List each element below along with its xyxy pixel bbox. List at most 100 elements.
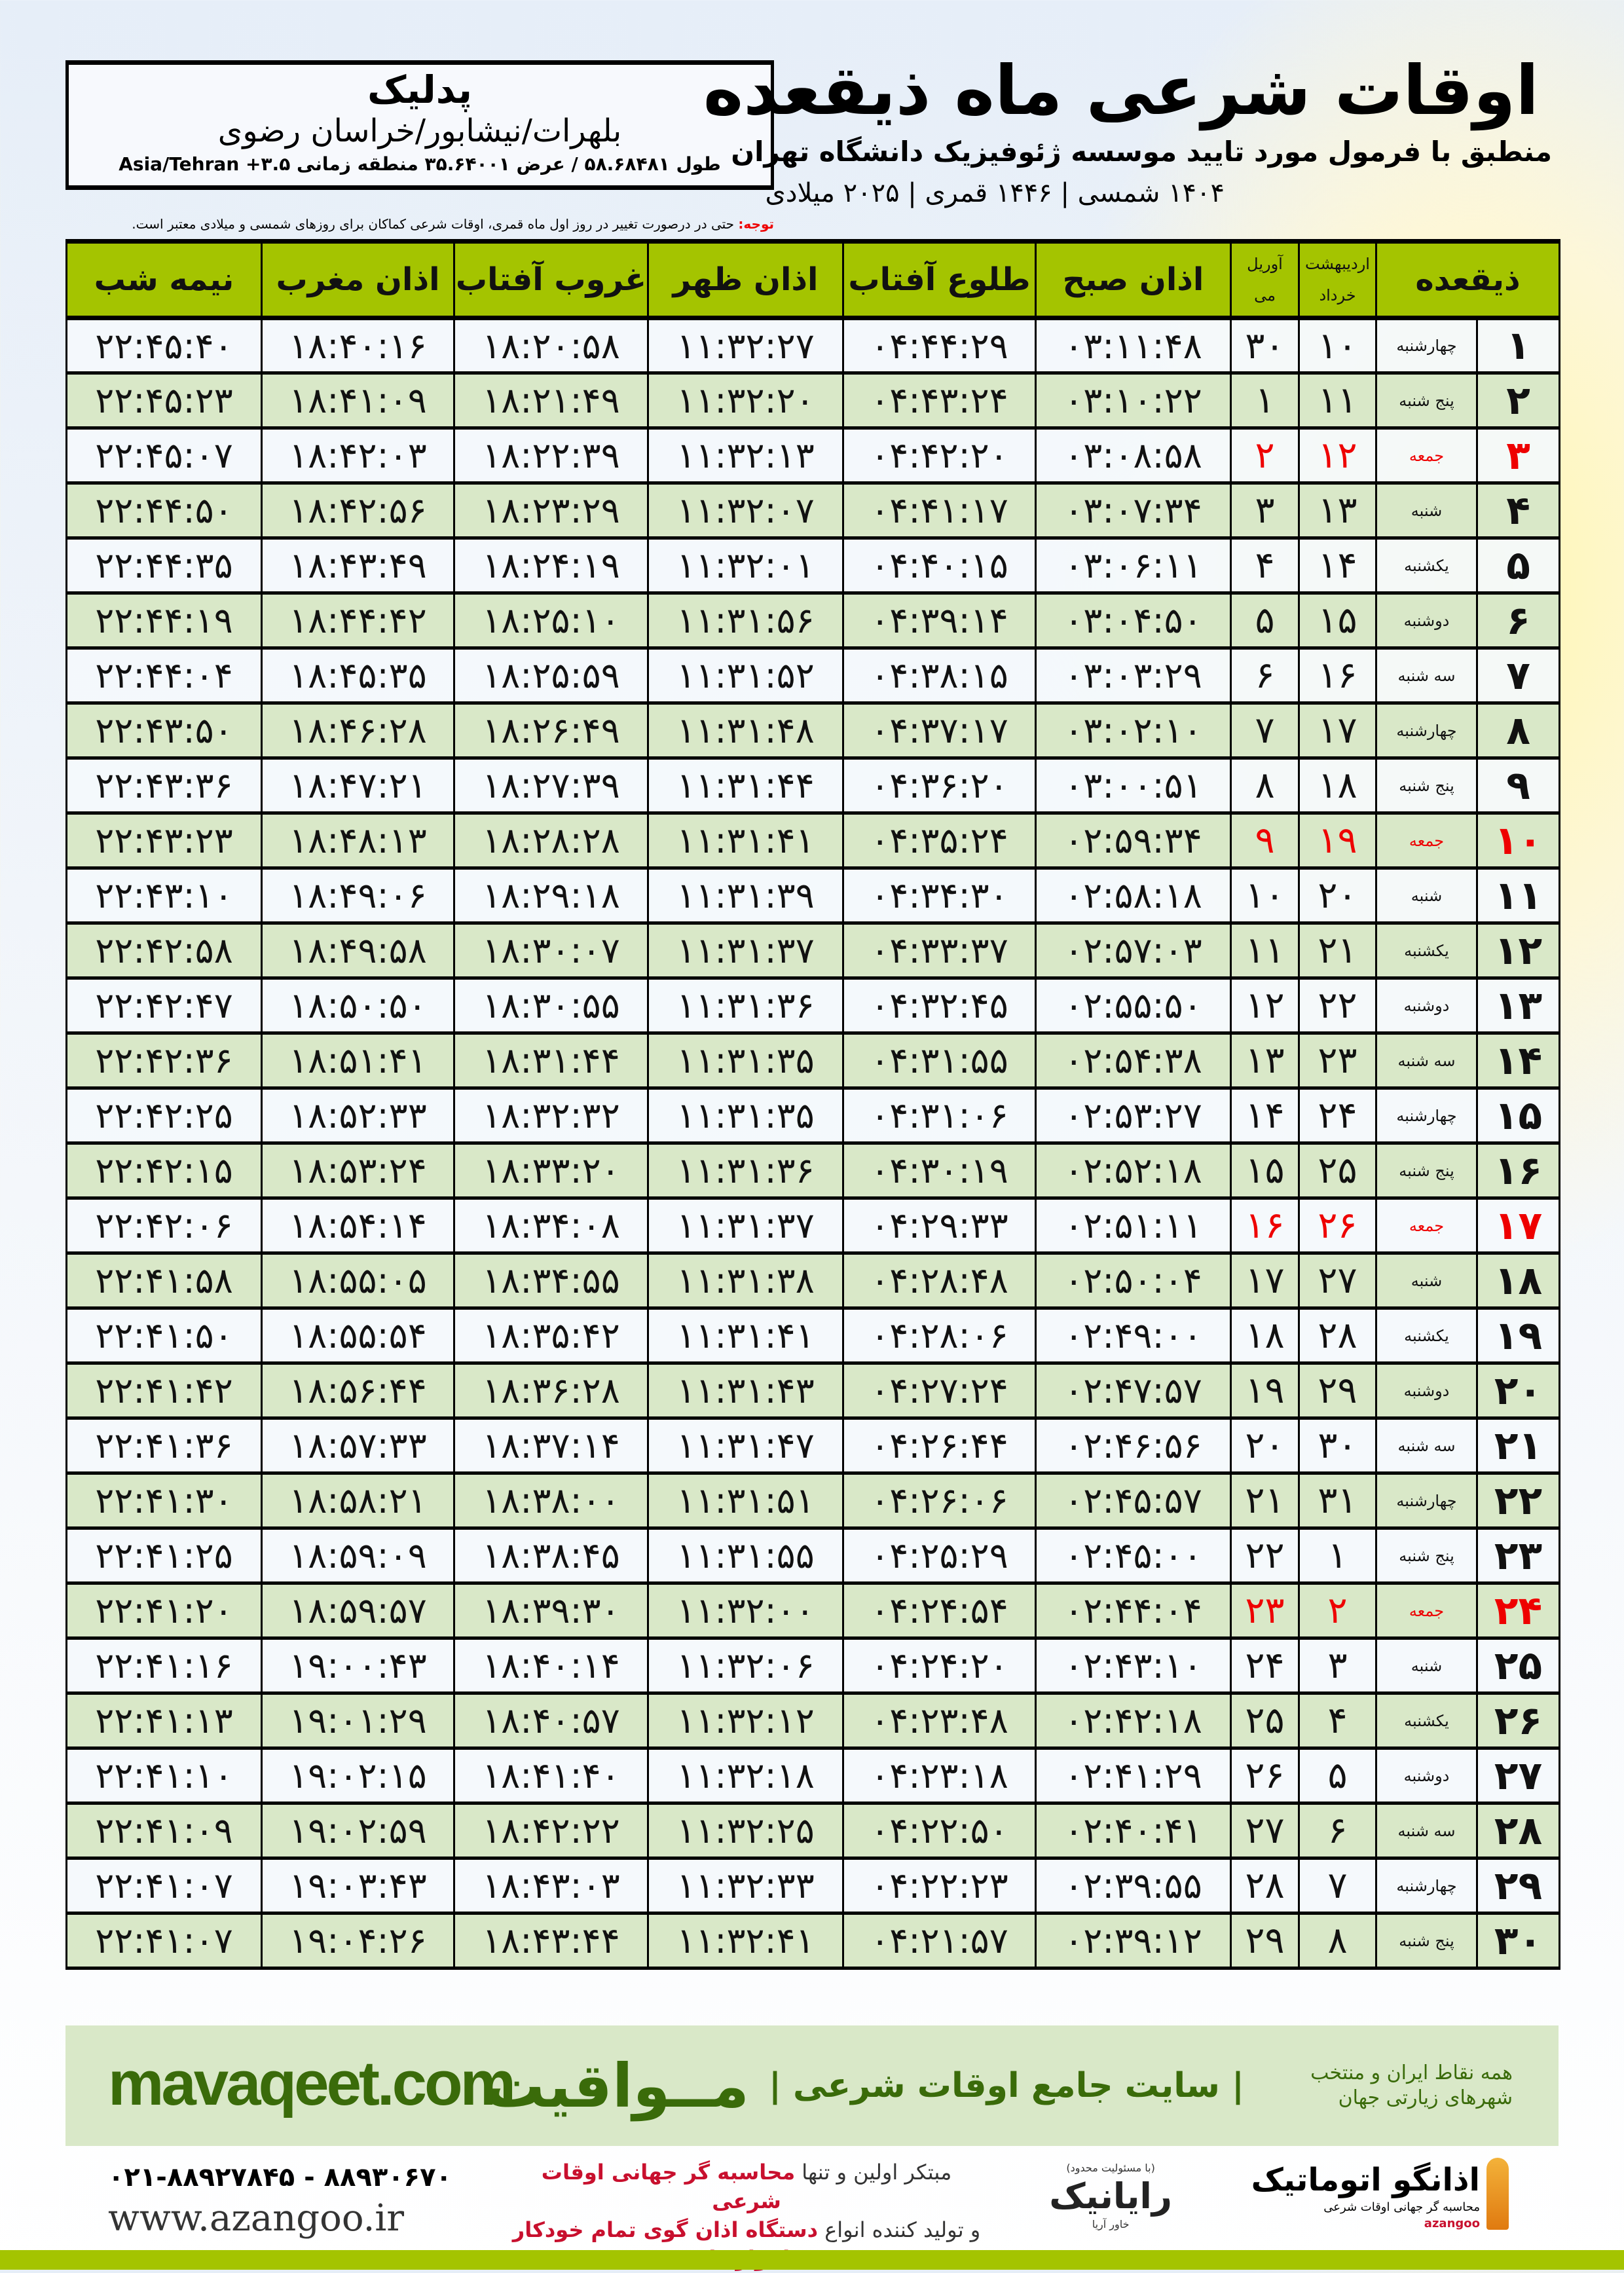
- azangoo-url-link[interactable]: www.azangoo.ir: [108, 2197, 405, 2240]
- maghrib-time: ۱۸:۵۰:۵۰: [261, 976, 455, 1035]
- rayanik-name: رایانیک: [1049, 2175, 1172, 2217]
- header-shamsi: اردیبهشت خرداد: [1298, 239, 1377, 320]
- table-row: ۱۴ سه شنبه ۲۳ ۱۳ ۰۲:۵۴:۳۸ ۰۴:۳۱:۵۵ ۱۱:۳۱:۳۵ ۱۸:…: [65, 1031, 1561, 1090]
- nimeh-time: ۲۲:۴۱:۳۰: [65, 1471, 263, 1530]
- shamsi-day: ۸: [1298, 1912, 1377, 1970]
- miladi-day: ۱۶: [1230, 1196, 1300, 1255]
- ghorub-time: ۱۸:۳۳:۲۰: [453, 1141, 649, 1200]
- maghrib-time: ۱۸:۵۳:۲۴: [261, 1141, 455, 1200]
- miladi-day: ۳۰: [1230, 316, 1300, 375]
- brand-url-link[interactable]: mavaqeet.com: [108, 2048, 516, 2118]
- maghrib-time: ۱۸:۵۱:۴۱: [261, 1031, 455, 1090]
- tolu-time: ۰۴:۳۳:۳۷: [842, 921, 1037, 980]
- ghorub-time: ۱۸:۳۷:۱۴: [453, 1416, 649, 1475]
- tolu-time: ۰۴:۳۹:۱۴: [842, 591, 1037, 650]
- miladi-day: ۱۵: [1230, 1141, 1300, 1200]
- zohr-time: ۱۱:۳۱:۳۷: [647, 921, 844, 980]
- miladi-day: ۲۶: [1230, 1746, 1300, 1805]
- day-number: ۳: [1476, 426, 1561, 485]
- table-row: ۲۶ یکشنبه ۴ ۲۵ ۰۲:۴۲:۱۸ ۰۴:۲۳:۴۸ ۱۱:۳۲:۱۲ ۱۸:۴۰…: [65, 1691, 1561, 1750]
- ghorub-time: ۱۸:۴۲:۲۲: [453, 1802, 649, 1860]
- ghorub-time: ۱۸:۲۵:۵۹: [453, 646, 649, 705]
- tolu-time: ۰۴:۲۱:۵۷: [842, 1912, 1037, 1970]
- note: توجه: حتی در درصورت تغییر در روز اول ماه…: [65, 215, 774, 233]
- weekday: چهارشنبه: [1375, 1086, 1479, 1145]
- maghrib-time: ۱۸:۵۶:۴۴: [261, 1361, 455, 1420]
- weekday: پنج شنبه: [1375, 756, 1479, 815]
- sobh-time: ۰۲:۵۳:۲۷: [1035, 1086, 1232, 1145]
- weekday: سه شنبه: [1375, 1802, 1479, 1860]
- sobh-time: ۰۲:۵۹:۳۴: [1035, 811, 1232, 870]
- sobh-time: ۰۳:۰۲:۱۰: [1035, 701, 1232, 760]
- sobh-time: ۰۲:۵۵:۵۰: [1035, 976, 1232, 1035]
- shamsi-day: ۱۷: [1298, 701, 1377, 760]
- miladi-day: ۱۷: [1230, 1251, 1300, 1310]
- azangoo-sub: محاسبه گر جهانی اوقات شرعی: [1323, 2200, 1480, 2214]
- header-miladi-bottom: می: [1254, 286, 1276, 305]
- tolu-time: ۰۴:۲۵:۲۹: [842, 1526, 1037, 1585]
- weekday: چهارشنبه: [1375, 316, 1479, 375]
- zohr-time: ۱۱:۳۱:۳۵: [647, 1031, 844, 1090]
- azangoo-logo: اذانگو اتوماتیک محاسبه گر جهانی اوقات شر…: [1251, 2161, 1480, 2232]
- shamsi-day: ۲۴: [1298, 1086, 1377, 1145]
- azangoo-en: azangoo: [1424, 2217, 1480, 2230]
- sobh-time: ۰۲:۴۵:۵۷: [1035, 1471, 1232, 1530]
- tolu-time: ۰۴:۲۶:۰۶: [842, 1471, 1037, 1530]
- day-number: ۱۵: [1476, 1086, 1561, 1145]
- nimeh-time: ۲۲:۴۱:۱۶: [65, 1636, 263, 1695]
- sobh-time: ۰۳:۱۰:۲۲: [1035, 371, 1232, 430]
- ghorub-time: ۱۸:۲۹:۱۸: [453, 866, 649, 925]
- weekday: چهارشنبه: [1375, 701, 1479, 760]
- table-row: ۱۵ چهارشنبه ۲۴ ۱۴ ۰۲:۵۳:۲۷ ۰۴:۳۱:۰۶ ۱۱:۳۱:۳۵ ۱۸…: [65, 1086, 1561, 1145]
- header-tolu: طلوع آفتاب: [842, 239, 1037, 320]
- maghrib-time: ۱۸:۴۰:۱۶: [261, 316, 455, 375]
- table-row: ۱۰ جمعه ۱۹ ۹ ۰۲:۵۹:۳۴ ۰۴:۳۵:۲۴ ۱۱:۳۱:۴۱ ۱۸:۲۸:۲…: [65, 811, 1561, 870]
- nimeh-time: ۲۲:۴۲:۲۵: [65, 1086, 263, 1145]
- table-header: ذیقعده اردیبهشت خرداد آوریل می اذان صبح طل…: [65, 239, 1561, 320]
- sobh-time: ۰۲:۴۱:۲۹: [1035, 1746, 1232, 1805]
- ghorub-time: ۱۸:۴۳:۴۴: [453, 1912, 649, 1970]
- day-number: ۸: [1476, 701, 1561, 760]
- shamsi-day: ۱۹: [1298, 811, 1377, 870]
- weekday: یکشنبه: [1375, 1306, 1479, 1365]
- table-row: ۱۱ شنبه ۲۰ ۱۰ ۰۲:۵۸:۱۸ ۰۴:۳۴:۳۰ ۱۱:۳۱:۳۹ ۱۸:۲۹:…: [65, 866, 1561, 925]
- nimeh-time: ۲۲:۴۳:۱۰: [65, 866, 263, 925]
- weekday: جمعه: [1375, 426, 1479, 485]
- tolu-time: ۰۴:۲۸:۰۶: [842, 1306, 1037, 1365]
- table-row: ۱۸ شنبه ۲۷ ۱۷ ۰۲:۵۰:۰۴ ۰۴:۲۸:۴۸ ۱۱:۳۱:۳۸ ۱۸:۳۴:…: [65, 1251, 1561, 1310]
- tolu-time: ۰۴:۲۷:۲۴: [842, 1361, 1037, 1420]
- tolu-time: ۰۴:۲۳:۱۸: [842, 1746, 1037, 1805]
- shamsi-day: ۴: [1298, 1691, 1377, 1750]
- tolu-time: ۰۴:۲۴:۲۰: [842, 1636, 1037, 1695]
- miladi-day: ۲: [1230, 426, 1300, 485]
- sobh-time: ۰۳:۰۳:۲۹: [1035, 646, 1232, 705]
- ghorub-time: ۱۸:۳۹:۳۰: [453, 1581, 649, 1640]
- weekday: شنبه: [1375, 1251, 1479, 1310]
- zohr-time: ۱۱:۳۲:۰۶: [647, 1636, 844, 1695]
- day-number: ۱۷: [1476, 1196, 1561, 1255]
- zohr-time: ۱۱:۳۱:۴۷: [647, 1416, 844, 1475]
- tolu-time: ۰۴:۳۷:۱۷: [842, 701, 1037, 760]
- zohr-time: ۱۱:۳۲:۴۱: [647, 1912, 844, 1970]
- table-row: ۲۰ دوشنبه ۲۹ ۱۹ ۰۲:۴۷:۵۷ ۰۴:۲۷:۲۴ ۱۱:۳۱:۴۳ ۱۸:۳…: [65, 1361, 1561, 1420]
- ghorub-time: ۱۸:۳۰:۰۷: [453, 921, 649, 980]
- sobh-time: ۰۲:۴۹:۰۰: [1035, 1306, 1232, 1365]
- brand-tagline: | سایت جامع اوقات شرعی |: [768, 2066, 1244, 2105]
- ghorub-time: ۱۸:۳۵:۴۲: [453, 1306, 649, 1365]
- maghrib-time: ۱۸:۴۹:۵۸: [261, 921, 455, 980]
- nimeh-time: ۲۲:۴۴:۰۴: [65, 646, 263, 705]
- shamsi-day: ۱: [1298, 1526, 1377, 1585]
- shamsi-day: ۶: [1298, 1802, 1377, 1860]
- shamsi-day: ۲۱: [1298, 921, 1377, 980]
- rayanik-logo: (با مسئولیت محدود) رایانیک خاور آریا: [1049, 2161, 1172, 2232]
- maghrib-time: ۱۸:۵۸:۲۱: [261, 1471, 455, 1530]
- table-row: ۷ سه شنبه ۱۶ ۶ ۰۳:۰۳:۲۹ ۰۴:۳۸:۱۵ ۱۱:۳۱:۵۲ ۱۸:۲۵…: [65, 646, 1561, 705]
- sobh-time: ۰۲:۴۲:۱۸: [1035, 1691, 1232, 1750]
- tolu-time: ۰۴:۴۱:۱۷: [842, 481, 1037, 540]
- table-row: ۸ چهارشنبه ۱۷ ۷ ۰۳:۰۲:۱۰ ۰۴:۳۷:۱۷ ۱۱:۳۱:۴۸ ۱۸:۲…: [65, 701, 1561, 760]
- maghrib-time: ۱۹:۰۳:۴۳: [261, 1857, 455, 1915]
- zohr-time: ۱۱:۳۱:۵۵: [647, 1526, 844, 1585]
- nimeh-time: ۲۲:۴۴:۵۰: [65, 481, 263, 540]
- zohr-time: ۱۱:۳۲:۰۷: [647, 481, 844, 540]
- day-number: ۱۴: [1476, 1031, 1561, 1090]
